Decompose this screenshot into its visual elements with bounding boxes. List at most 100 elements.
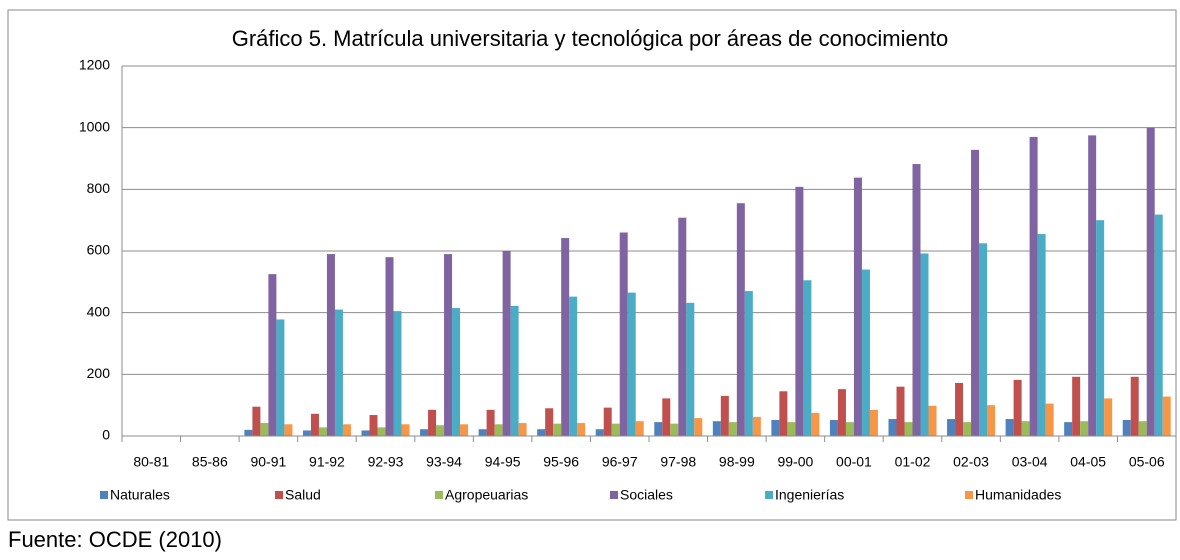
x-tick-label: 04-05 [1070, 454, 1106, 470]
x-tick-label: 97-98 [660, 454, 696, 470]
bar [971, 149, 980, 436]
bar [1104, 398, 1113, 436]
source: Fuente: OCDE (2010) [8, 527, 222, 552]
bar [619, 232, 628, 436]
bar [654, 422, 663, 436]
bar [452, 308, 461, 436]
bar [888, 419, 897, 436]
bar [771, 419, 780, 436]
bar [428, 409, 437, 436]
bar [861, 269, 870, 436]
x-tick-label: 05-06 [1129, 454, 1165, 470]
bar [803, 280, 812, 436]
bar [678, 217, 687, 436]
bar [955, 382, 964, 436]
legend-label: Salud [285, 487, 321, 503]
x-tick-label: 95-96 [543, 454, 579, 470]
y-tick-label: 600 [87, 242, 111, 258]
bar [670, 423, 679, 436]
bar [1080, 421, 1089, 436]
y-tick-label: 1000 [79, 118, 110, 134]
bar [326, 254, 335, 436]
chart-border [7, 9, 1177, 521]
bar [712, 421, 721, 436]
x-tick-label: 03-04 [1012, 454, 1048, 470]
bar [1005, 419, 1014, 436]
bar [920, 253, 929, 436]
x-tick-label: 02-03 [953, 454, 989, 470]
bar [393, 311, 402, 436]
bar [244, 429, 253, 436]
bar [1130, 376, 1139, 436]
legend-label: Humanidades [975, 487, 1061, 503]
x-tick-label: 85-86 [192, 454, 228, 470]
bar [577, 423, 586, 436]
bar [545, 408, 554, 436]
bar [401, 424, 410, 436]
legend-label: Agropeuarias [445, 487, 528, 503]
legend-swatch [765, 491, 773, 499]
bar [694, 418, 703, 436]
bar [377, 427, 386, 436]
bar [912, 164, 921, 437]
legend-swatch [610, 491, 618, 499]
bar [361, 430, 370, 436]
bar [276, 319, 285, 436]
bar [686, 302, 695, 436]
legend-swatch [965, 491, 973, 499]
bar [318, 427, 327, 436]
bar [1162, 396, 1171, 436]
bar [603, 407, 612, 436]
x-tick-label: 00-01 [836, 454, 872, 470]
bar [342, 424, 351, 436]
bar [444, 254, 453, 436]
bar [947, 419, 956, 436]
chart-title: Gráfico 5. Matrícula universitaria y tec… [232, 26, 949, 51]
bar [853, 177, 862, 436]
bar [904, 422, 913, 436]
bar [385, 257, 394, 436]
bar [1146, 127, 1155, 437]
bar [1021, 421, 1030, 436]
bar [595, 429, 604, 436]
bar [369, 415, 378, 436]
bar [787, 422, 796, 436]
bar [845, 422, 854, 436]
bar [302, 430, 311, 436]
bar [987, 405, 996, 436]
bar [518, 423, 527, 436]
bar [979, 243, 988, 436]
bar [460, 424, 469, 436]
bar [811, 412, 820, 436]
x-tick-label: 99-00 [777, 454, 813, 470]
x-tick-label: 80-81 [133, 454, 169, 470]
bar [310, 413, 319, 436]
bar [502, 251, 511, 436]
bar [436, 425, 445, 436]
bar [561, 238, 570, 436]
bar [420, 429, 429, 436]
bar [537, 429, 546, 436]
bar [1088, 135, 1097, 436]
legend-swatch [275, 491, 283, 499]
legend-label: Ingenierías [775, 487, 844, 503]
y-tick-label: 0 [102, 427, 110, 443]
bar [478, 429, 487, 436]
bar [553, 423, 562, 436]
bar [779, 391, 788, 436]
bar [1154, 214, 1163, 436]
bar [494, 424, 503, 436]
bar [963, 422, 972, 436]
bar [928, 405, 937, 436]
bar [1072, 376, 1081, 436]
x-tick-label: 96-97 [602, 454, 638, 470]
legend-label: Naturales [110, 487, 170, 503]
bar [720, 395, 729, 436]
bar [510, 305, 519, 436]
legend-swatch [100, 491, 108, 499]
bar [744, 291, 753, 436]
bar [829, 419, 838, 436]
bar [611, 423, 620, 436]
bar [486, 409, 495, 436]
bar [1138, 421, 1147, 436]
